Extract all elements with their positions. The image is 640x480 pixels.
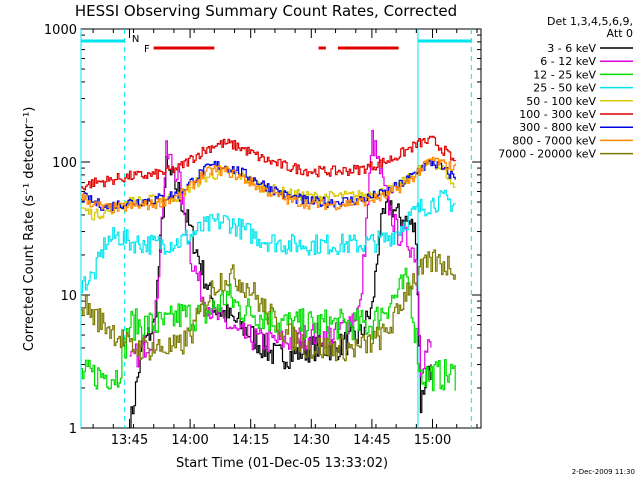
x-axis-label: Start Time (01-Dec-05 13:33:02) <box>176 456 388 471</box>
y-tick-label: 10 <box>60 289 77 304</box>
night-marker-label: N <box>132 34 139 45</box>
y-tick-label: 100 <box>52 156 77 171</box>
x-tick-label: 14:15 <box>232 433 269 448</box>
x-tick-label: 15:00 <box>414 433 451 448</box>
legend-header-line-1: Det 1,3,4,5,6,9, <box>547 15 633 28</box>
footer-date: 2-Dec-2009 11:30 <box>572 468 635 476</box>
legend-label: 7000 - 20000 keV <box>498 148 596 161</box>
y-tick-label: 1 <box>69 422 77 437</box>
series-line-3 <box>81 189 456 294</box>
x-tick-label: 13:45 <box>111 433 148 448</box>
x-tick-label: 14:30 <box>293 433 330 448</box>
legend-label: 12 - 25 keV <box>533 68 596 81</box>
chart-title: HESSI Observing Summary Count Rates, Cor… <box>75 2 457 20</box>
legend-label: 25 - 50 keV <box>533 82 596 95</box>
flare-marker-label: F <box>144 44 150 55</box>
series-line-5 <box>81 135 456 191</box>
legend-header-line-2: Att 0 <box>607 27 633 40</box>
y-axis-label: Corrected Count Rate (s⁻¹ detector⁻¹) <box>22 107 37 352</box>
legend-label: 3 - 6 keV <box>547 42 596 55</box>
series-line-7 <box>81 156 456 214</box>
series-line-8 <box>81 249 456 362</box>
legend-label: 100 - 300 keV <box>519 108 596 121</box>
legend-label: 6 - 12 keV <box>540 55 596 68</box>
legend-label: 50 - 100 keV <box>526 95 596 108</box>
x-tick-label: 14:45 <box>353 433 390 448</box>
legend-label: 800 - 7000 keV <box>512 134 596 147</box>
series-line-6 <box>81 159 456 211</box>
series-line-0 <box>129 156 432 428</box>
x-tick-label: 14:00 <box>171 433 208 448</box>
legend-label: 300 - 800 keV <box>519 121 596 134</box>
y-tick-label: 1000 <box>44 23 77 38</box>
plot-area: 1 10 100 1000 13:45 14:00 14:15 14:30 14:45 15:00… <box>44 23 482 448</box>
